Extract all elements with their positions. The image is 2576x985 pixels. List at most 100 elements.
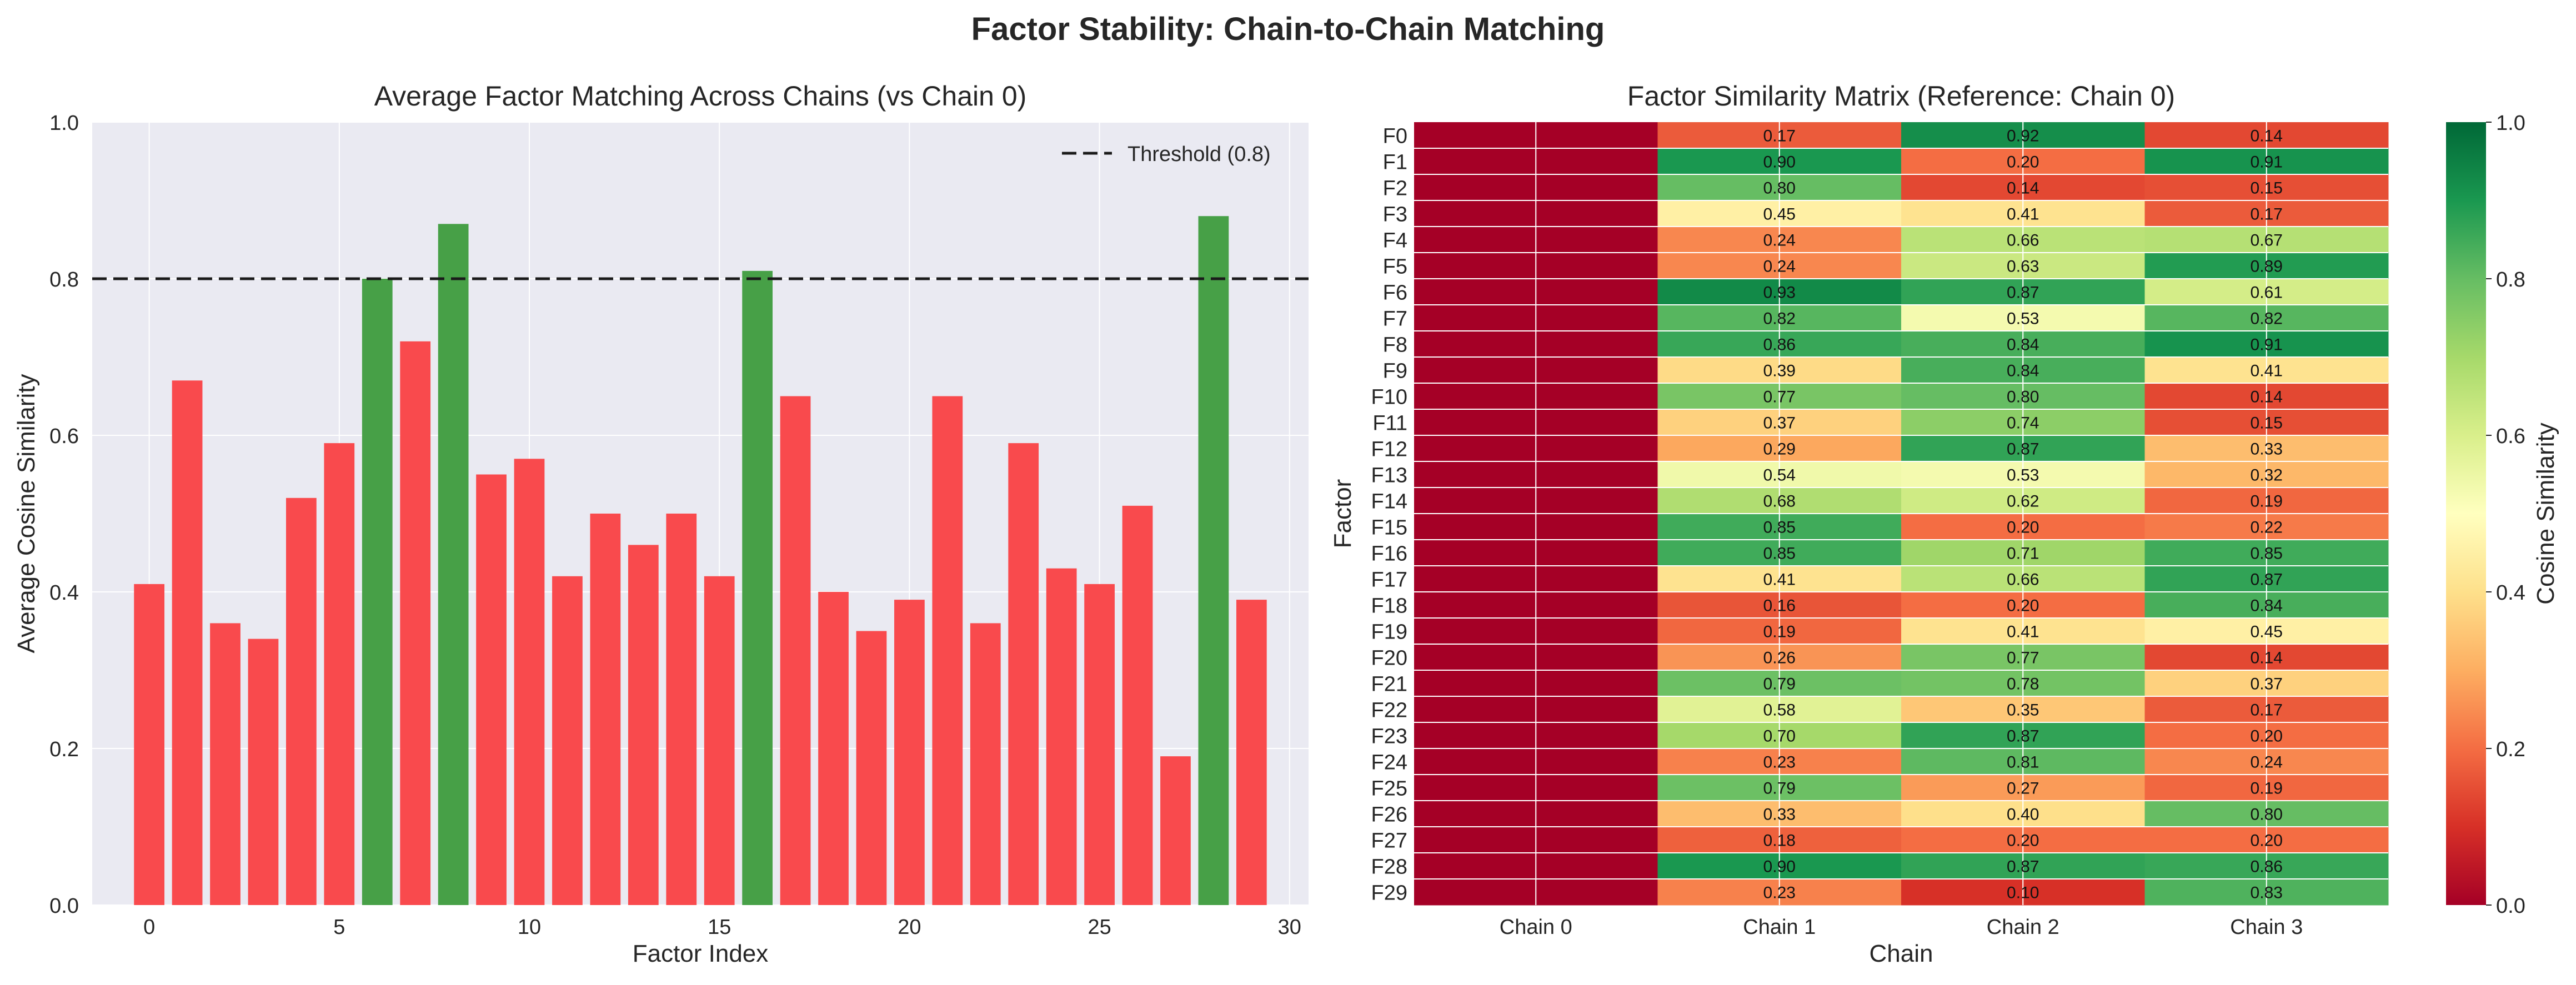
heatmap-value-label: 0.91: [2251, 336, 2283, 354]
bar-factor-18: [818, 592, 849, 905]
heatmap-column-label: Chain 3: [2230, 916, 2303, 939]
heatmap-value-label: 0.26: [1763, 649, 1796, 667]
heatmap-value-label: 0.29: [1763, 440, 1796, 459]
heatmap-value-label: 0.79: [1763, 675, 1796, 693]
bar-factor-20: [894, 600, 925, 905]
heatmap-value-label: 0.15: [2251, 179, 2283, 198]
heatmap-value-label: 0.45: [1763, 205, 1796, 224]
heatmap-value-label: 0.79: [1763, 780, 1796, 798]
heatmap-column-label: Chain 1: [1743, 916, 1816, 939]
heatmap-row-label: F1: [1383, 151, 1407, 174]
heatmap-value-label: 0.80: [2007, 388, 2039, 406]
heatmap-row-label: F21: [1371, 673, 1407, 696]
bar-factor-14: [666, 514, 697, 905]
heatmap-row-label: F15: [1371, 516, 1407, 540]
heatmap-row-label: F6: [1383, 282, 1407, 305]
bar-x-axis-label: Factor Index: [633, 940, 769, 967]
heatmap-value-label: 0.32: [2251, 466, 2283, 485]
heatmap-row-label: F28: [1371, 856, 1407, 879]
heatmap-value-label: 0.20: [2007, 597, 2039, 615]
heatmap-row-label: F14: [1371, 490, 1407, 514]
heatmap-value-label: 0.24: [2251, 753, 2283, 772]
colorbar-tick-label: 0.6: [2496, 425, 2525, 448]
heatmap-value-label: 0.91: [2251, 153, 2283, 172]
heatmap-row-label: F2: [1383, 177, 1407, 200]
colorbar-tick-label: 0.8: [2496, 268, 2525, 292]
heatmap-value-label: 0.41: [2007, 623, 2039, 641]
heatmap-row-label: F0: [1383, 125, 1407, 148]
heatmap-row-label: F4: [1383, 229, 1407, 253]
heatmap-value-label: 0.53: [2007, 466, 2039, 485]
bar-y-tick-label: 0.4: [49, 581, 79, 605]
bar-factor-5: [324, 443, 355, 905]
bar-factor-16: [742, 270, 773, 905]
heatmap-value-label: 0.20: [2007, 153, 2039, 172]
heatmap-row-label: F3: [1383, 203, 1407, 227]
heatmap-value-label: 0.82: [2251, 310, 2283, 328]
heatmap-value-label: 0.89: [2251, 258, 2283, 276]
bar-y-tick-label: 1.0: [49, 112, 79, 135]
heatmap-value-label: 0.85: [2251, 545, 2283, 563]
heatmap-value-label: 0.19: [1763, 623, 1796, 641]
colorbar-tick-label: 0.4: [2496, 581, 2525, 605]
bar-factor-8: [438, 224, 469, 905]
heatmap-value-label: 0.53: [2007, 310, 2039, 328]
colorbar-tick-label: 0.0: [2496, 894, 2525, 918]
heatmap-value-label: 0.66: [2007, 232, 2039, 250]
heatmap-value-label: 0.18: [1763, 832, 1796, 850]
bar-factor-28: [1198, 216, 1229, 906]
heatmap-value-label: 0.10: [2007, 884, 2039, 902]
heatmap-value-label: 0.37: [2251, 675, 2283, 693]
heatmap-row-label: F25: [1371, 777, 1407, 801]
heatmap-value-label: 0.15: [2251, 414, 2283, 433]
heatmap-value-label: 0.20: [2007, 519, 2039, 537]
heatmap-value-label: 0.67: [2251, 232, 2283, 250]
heatmap-value-label: 0.85: [1763, 545, 1796, 563]
bar-factor-2: [210, 623, 240, 905]
heatmap-value-label: 0.54: [1763, 466, 1796, 485]
heatmap-value-label: 0.81: [2007, 753, 2039, 772]
bar-factor-10: [514, 459, 545, 905]
heatmap-value-label: 0.23: [1763, 884, 1796, 902]
bar-factor-0: [134, 584, 165, 905]
bar-factor-9: [476, 474, 507, 905]
heatmap-value-label: 0.66: [2007, 571, 2039, 589]
heatmap-value-label: 0.84: [2007, 362, 2039, 380]
heatmap-title: Factor Similarity Matrix (Reference: Cha…: [1627, 81, 2175, 112]
heatmap-value-label: 0.82: [1763, 310, 1796, 328]
heatmap-value-label: 0.58: [1763, 701, 1796, 720]
heatmap-value-label: 0.70: [1763, 727, 1796, 746]
heatmap-value-label: 0.84: [2007, 336, 2039, 354]
heatmap-value-label: 0.19: [2251, 493, 2283, 511]
bar-y-axis-label: Average Cosine Similarity: [13, 374, 40, 654]
heatmap-value-label: 0.83: [2251, 884, 2283, 902]
heatmap-row-label: F8: [1383, 334, 1407, 357]
heatmap-value-label: 0.20: [2251, 832, 2283, 850]
heatmap-row-label: F26: [1371, 803, 1407, 827]
heatmap-value-label: 0.86: [2251, 858, 2283, 876]
heatmap-value-label: 0.33: [1763, 806, 1796, 824]
bar-factor-25: [1084, 584, 1115, 905]
heatmap-value-label: 0.19: [2251, 780, 2283, 798]
bar-factor-6: [362, 279, 393, 905]
heatmap-value-label: 0.85: [1763, 519, 1796, 537]
bar-factor-26: [1122, 505, 1153, 905]
heatmap-row-label: F10: [1371, 386, 1407, 409]
heatmap-value-label: 0.14: [2251, 649, 2283, 667]
heatmap-value-label: 0.63: [2007, 258, 2039, 276]
heatmap-value-label: 0.86: [1763, 336, 1796, 354]
heatmap-value-label: 0.45: [2251, 623, 2283, 641]
heatmap-row-label: F12: [1371, 438, 1407, 461]
bar-factor-27: [1160, 756, 1191, 905]
bar-x-tick-label: 25: [1087, 916, 1111, 939]
heatmap-value-label: 0.77: [2007, 649, 2039, 667]
heatmap-value-label: 0.40: [2007, 806, 2039, 824]
heatmap-value-label: 0.71: [2007, 545, 2039, 563]
bar-x-tick-label: 5: [333, 916, 345, 939]
heatmap-row-label: F18: [1371, 595, 1407, 618]
bar-chart: 0.0 0.2 0.4 0.6 0.8 1.0 0 5 10 15 20 25 30 Threshold …: [13, 81, 1309, 967]
heatmap-value-label: 0.92: [2007, 127, 2039, 145]
heatmap-value-label: 0.35: [2007, 701, 2039, 720]
colorbar-label: Cosine Similarity: [2532, 423, 2559, 605]
